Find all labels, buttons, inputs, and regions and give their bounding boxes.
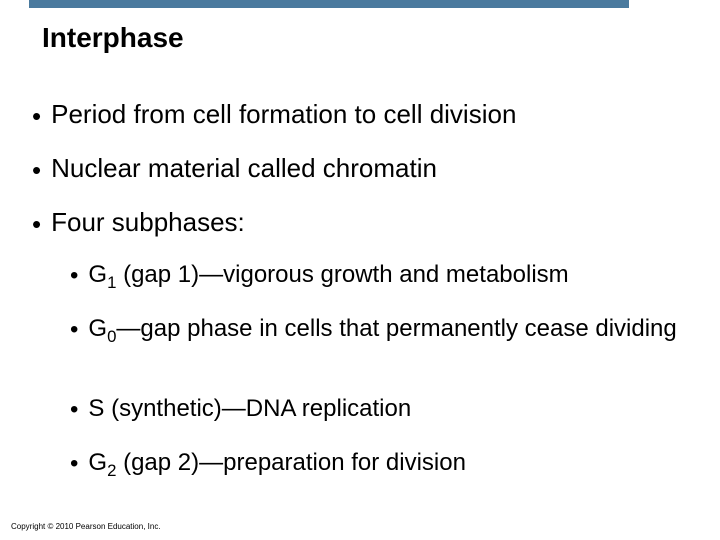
bullet-level1: • Four subphases: [32,207,245,238]
bullet-text: Nuclear material called chromatin [51,153,437,184]
bullet-dot-icon: • [32,211,41,237]
bullet-level2: • G2 (gap 2)—preparation for division [70,449,466,477]
bullet-dot-icon: • [70,452,78,476]
bullet-dot-icon: • [70,398,78,422]
slide-title: Interphase [42,22,184,54]
slide: Interphase • Period from cell formation t… [0,0,720,540]
bullet-dot-icon: • [70,264,78,288]
title-accent-bar [29,0,629,8]
bullet-dot-icon: • [32,157,41,183]
bullet-text: G0—gap phase in cells that permanently c… [88,315,688,343]
bullet-text: Four subphases: [51,207,245,238]
copyright-notice: Copyright © 2010 Pearson Education, Inc. [11,522,161,531]
bullet-level2: • G0—gap phase in cells that permanently … [70,315,688,343]
bullet-level2: • S (synthetic)—DNA replication [70,395,411,423]
bullet-text: G1 (gap 1)—vigorous growth and metabolis… [88,261,568,289]
bullet-dot-icon: • [70,318,78,342]
bullet-dot-icon: • [32,103,41,129]
bullet-text: S (synthetic)—DNA replication [88,395,411,423]
bullet-level1: • Period from cell formation to cell divi… [32,99,516,130]
bullet-text: G2 (gap 2)—preparation for division [88,449,466,477]
bullet-text: Period from cell formation to cell divis… [51,99,516,130]
bullet-level1: • Nuclear material called chromatin [32,153,437,184]
bullet-level2: • G1 (gap 1)—vigorous growth and metaboli… [70,261,569,289]
